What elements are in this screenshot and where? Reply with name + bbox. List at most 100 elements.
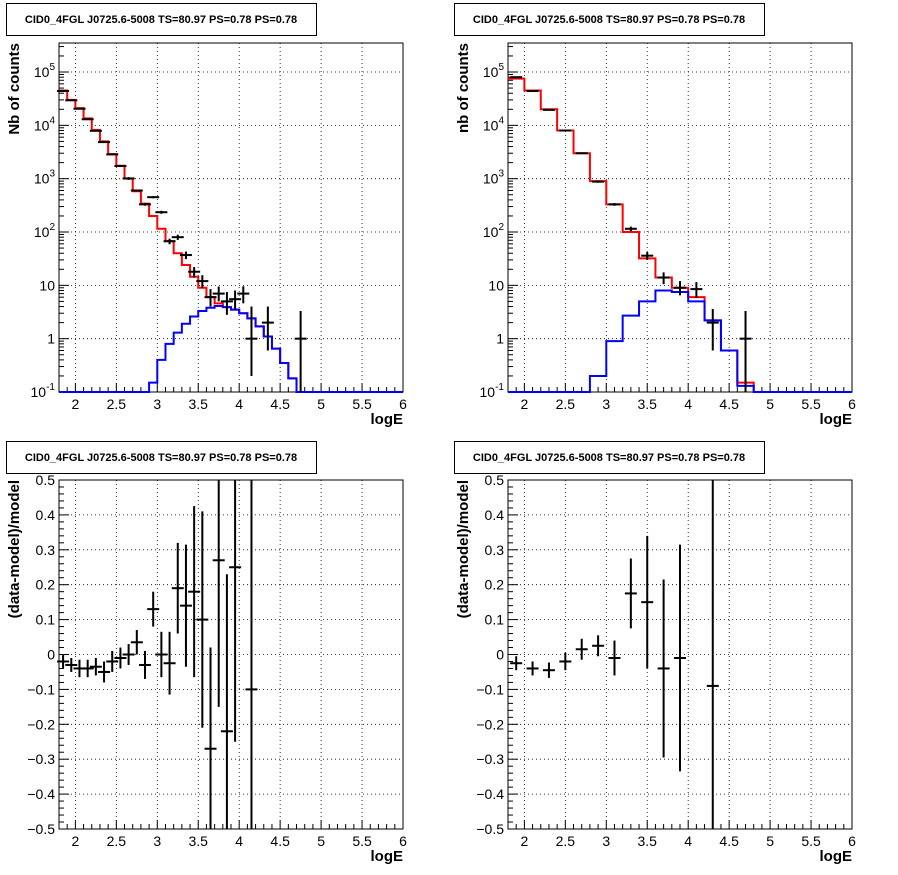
y-axis-title: Nb of counts xyxy=(6,43,23,135)
x-tick-label: 3 xyxy=(602,833,610,849)
x-tick-label: 5.5 xyxy=(352,396,372,412)
x-tick-label: 4.5 xyxy=(719,396,739,412)
data-point xyxy=(592,635,605,657)
x-tick-label: 4 xyxy=(235,396,243,412)
x-tick-label: 6 xyxy=(848,833,856,849)
x-tick-label: 6 xyxy=(848,396,856,412)
x-tick-label: 5.5 xyxy=(801,833,821,849)
data-point xyxy=(220,292,233,315)
data-point xyxy=(98,661,111,683)
x-tick-label: 2 xyxy=(520,833,528,849)
title-box xyxy=(454,441,765,474)
data-point xyxy=(229,290,242,310)
y-tick-label: 105 xyxy=(34,62,56,80)
data-point xyxy=(139,651,151,679)
chart-pad-4: CID0_4FGL J0725.6-5008 TS=80.97 PS=0.78 … xyxy=(454,441,856,865)
grid-lines xyxy=(59,479,404,830)
x-tick-label: 3 xyxy=(602,396,610,412)
data-point xyxy=(559,652,572,671)
chart-pad-3: CID0_4FGL J0725.6-5008 TS=80.97 PS=0.78 … xyxy=(6,441,407,865)
y-tick-label: −0.3 xyxy=(476,751,504,767)
data-point xyxy=(130,630,143,655)
chart-title: CID0_4FGL J0725.6-5008 TS=80.97 PS=0.78 … xyxy=(473,452,745,464)
data-point xyxy=(130,189,143,192)
data-point xyxy=(114,164,127,168)
x-tick-label: 3 xyxy=(153,833,161,849)
x-axis-title: logE xyxy=(820,411,853,428)
data-point xyxy=(147,196,160,199)
data-point xyxy=(690,282,703,298)
x-tick-label: 6 xyxy=(399,396,407,412)
data-point xyxy=(57,90,70,93)
data-point xyxy=(624,558,637,629)
x-tick-label: 5 xyxy=(766,396,774,412)
data-point xyxy=(220,574,233,829)
y-tick-label: −0.3 xyxy=(27,751,55,767)
data-point xyxy=(237,286,250,304)
y-tick-label: 0.5 xyxy=(485,472,505,488)
data-point xyxy=(114,647,127,669)
data-point xyxy=(122,177,135,180)
data-point xyxy=(657,272,670,285)
x-tick-label: 4 xyxy=(235,833,243,849)
y-tick-label: 0.4 xyxy=(36,507,56,523)
y-tick-label: −0.2 xyxy=(476,716,504,732)
y-tick-label: 103 xyxy=(34,169,56,187)
grid-lines xyxy=(508,43,853,393)
y-tick-label: 0 xyxy=(496,647,504,663)
source-model-histogram xyxy=(508,289,852,393)
y-tick-label: 0.2 xyxy=(36,577,56,593)
y-axis-title: nb of counts xyxy=(455,43,472,133)
data-point xyxy=(575,638,588,660)
x-tick-label: 2.5 xyxy=(556,396,576,412)
data-point xyxy=(163,238,176,245)
x-tick-label: 2.5 xyxy=(107,833,127,849)
y-tick-label: −0.1 xyxy=(27,681,55,697)
title-box xyxy=(6,3,317,36)
y-tick-label: 1 xyxy=(47,331,55,347)
data-point xyxy=(179,544,192,667)
y-tick-label: 0.2 xyxy=(485,577,505,593)
data-point xyxy=(212,286,225,302)
y-tick-label: 10 xyxy=(488,277,504,293)
y-tick-label: 10-1 xyxy=(480,382,505,400)
x-axis-title: logE xyxy=(371,411,404,428)
chart-pad-1: CID0_4FGL J0725.6-5008 TS=80.97 PS=0.78 … xyxy=(6,3,407,428)
x-tick-label: 5 xyxy=(317,396,325,412)
chart-title: CID0_4FGL J0725.6-5008 TS=80.97 PS=0.78 … xyxy=(25,452,297,464)
data-point xyxy=(559,129,572,132)
chart-title: CID0_4FGL J0725.6-5008 TS=80.97 PS=0.78 … xyxy=(473,14,745,26)
data-point xyxy=(89,129,102,132)
y-tick-label: 1 xyxy=(496,331,504,347)
x-axis-ticks xyxy=(58,820,404,829)
x-tick-label: 3 xyxy=(153,396,161,412)
y-tick-label: 10-1 xyxy=(31,382,56,400)
data-point xyxy=(575,152,588,155)
data-point xyxy=(526,90,539,93)
data-points xyxy=(57,480,258,829)
data-point xyxy=(171,234,184,240)
x-tick-label: 5.5 xyxy=(801,396,821,412)
source-model-histogram xyxy=(59,304,403,393)
data-point xyxy=(163,631,176,695)
y-tick-label: −0.2 xyxy=(27,716,55,732)
y-tick-label: 0.5 xyxy=(36,472,56,488)
data-point xyxy=(81,118,94,121)
data-points xyxy=(510,76,752,392)
data-point xyxy=(65,99,78,102)
chart-title: CID0_4FGL J0725.6-5008 TS=80.97 PS=0.78 … xyxy=(25,14,297,26)
data-point xyxy=(155,631,168,678)
data-point xyxy=(674,281,686,296)
data-point xyxy=(188,506,201,678)
x-axis-ticks xyxy=(58,383,404,392)
x-tick-label: 3.5 xyxy=(189,396,209,412)
data-point xyxy=(706,480,719,829)
data-point xyxy=(608,202,621,206)
y-tick-label: −0.5 xyxy=(476,821,504,837)
x-tick-label: 2.5 xyxy=(556,833,576,849)
data-point xyxy=(155,210,168,214)
data-point xyxy=(245,480,258,829)
y-tick-label: 105 xyxy=(483,62,505,80)
x-tick-label: 2 xyxy=(71,396,79,412)
y-axis-title: (data-model)/model xyxy=(6,480,23,618)
